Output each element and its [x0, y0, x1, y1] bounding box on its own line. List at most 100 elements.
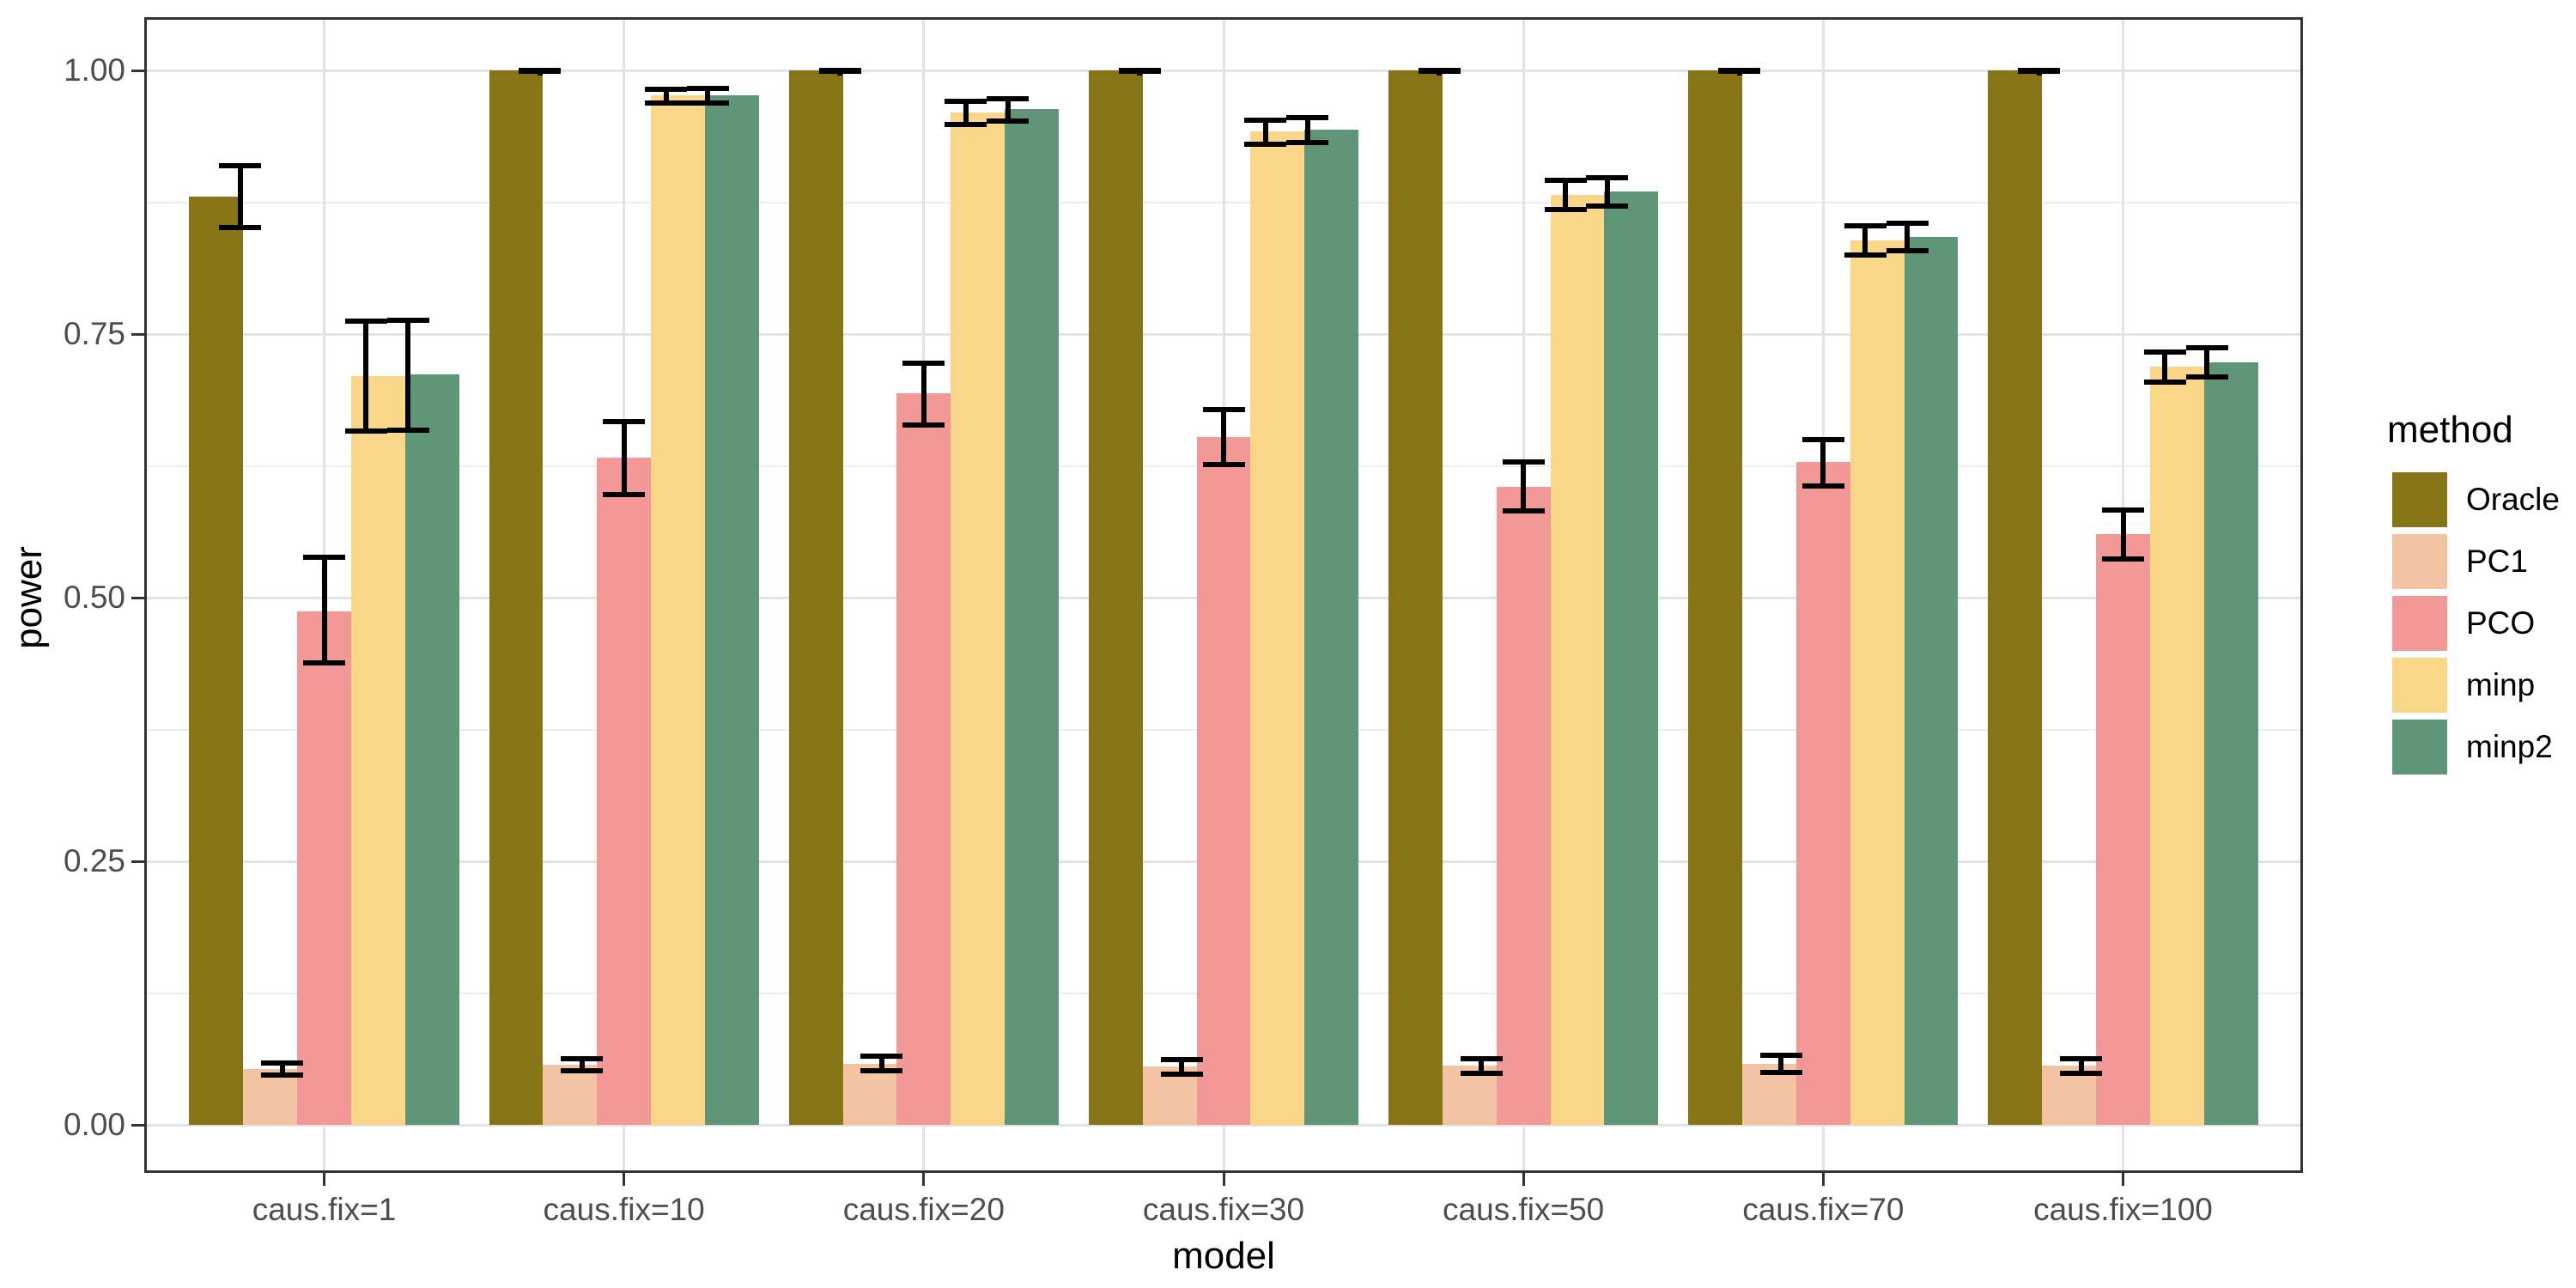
errorbar-caus.fix=70-PCO-cap-upper: [1801, 436, 1844, 442]
errorbar-caus.fix=70-PC1-cap-upper: [1759, 1052, 1802, 1058]
errorbar-caus.fix=1-PCO-cap-upper: [303, 555, 345, 561]
errorbar-caus.fix=20-PC1-cap-upper: [860, 1054, 903, 1060]
bar-caus.fix=70-minp2: [1904, 237, 1959, 1125]
bar-caus.fix=20-minp: [951, 112, 1005, 1125]
errorbar-caus.fix=30-PCO-cap-lower: [1202, 462, 1245, 468]
x-tick-label-caus.fix=100: caus.fix=100: [2033, 1192, 2213, 1227]
errorbar-caus.fix=70-minp2-cap-upper: [1886, 221, 1929, 227]
errorbar-caus.fix=10-PC1-cap-lower: [561, 1068, 604, 1074]
errorbar-caus.fix=50-PC1-line: [1479, 1058, 1485, 1073]
bar-caus.fix=70-minp: [1850, 240, 1905, 1125]
errorbar-caus.fix=100-minp-line: [2162, 351, 2168, 383]
errorbar-caus.fix=70-minp-cap-lower: [1844, 252, 1886, 258]
errorbar-caus.fix=50-minp-line: [1563, 179, 1569, 210]
errorbar-caus.fix=100-PCO-cap-lower: [2102, 556, 2144, 562]
legend-swatch-minp2: [2392, 720, 2447, 775]
bar-caus.fix=1-PC1: [243, 1068, 298, 1125]
legend-label-minp: minp: [2466, 667, 2536, 702]
legend-swatch-minp: [2392, 658, 2447, 713]
errorbar-caus.fix=70-Oracle-cap-lower: [1718, 69, 1761, 75]
bar-caus.fix=100-minp: [2149, 367, 2204, 1125]
legend-item-PCO: PCO: [2387, 596, 2572, 651]
bar-caus.fix=20-minp2: [1005, 109, 1059, 1125]
x-tick-mark-caus.fix=10: [623, 1173, 626, 1186]
errorbar-caus.fix=50-PCO-cap-lower: [1502, 508, 1545, 514]
errorbar-caus.fix=50-Oracle-cap-lower: [1418, 69, 1461, 75]
errorbar-caus.fix=10-Oracle-cap-lower: [519, 69, 562, 75]
errorbar-caus.fix=100-PC1-cap-upper: [2060, 1055, 2103, 1061]
x-tick-mark-caus.fix=20: [922, 1173, 926, 1186]
x-tick-label-caus.fix=1: caus.fix=1: [252, 1192, 397, 1227]
errorbar-caus.fix=100-minp-cap-lower: [2143, 380, 2186, 386]
bar-caus.fix=1-PCO: [297, 611, 351, 1125]
errorbar-caus.fix=50-PC1-cap-upper: [1460, 1055, 1503, 1061]
errorbar-caus.fix=1-minp-cap-lower: [344, 428, 387, 434]
errorbar-caus.fix=1-PC1-line: [279, 1062, 285, 1076]
legend-item-Oracle: Oracle: [2387, 472, 2572, 527]
y-tick-label-0.50: 0.50: [63, 580, 125, 615]
errorbar-caus.fix=10-minp-cap-lower: [645, 100, 688, 106]
errorbar-caus.fix=30-PC1-cap-lower: [1160, 1072, 1203, 1078]
errorbar-caus.fix=1-PC1-cap-lower: [261, 1072, 304, 1078]
errorbar-caus.fix=30-PC1-line: [1179, 1059, 1185, 1075]
errorbar-caus.fix=10-minp2-cap-upper: [686, 85, 729, 91]
errorbar-caus.fix=1-PCO-line: [321, 557, 327, 664]
errorbar-caus.fix=70-PCO-cap-lower: [1801, 483, 1844, 489]
y-tick-label-0.25: 0.25: [63, 843, 125, 878]
legend-label-Oracle: Oracle: [2466, 482, 2560, 517]
bar-caus.fix=1-minp2: [404, 374, 459, 1125]
bar-caus.fix=1-Oracle: [189, 197, 244, 1125]
legend-label-minp2: minp2: [2466, 729, 2553, 764]
bar-caus.fix=10-minp: [651, 95, 705, 1125]
errorbar-caus.fix=10-PCO-line: [621, 421, 627, 495]
errorbar-caus.fix=30-minp-cap-upper: [1244, 117, 1287, 123]
bar-caus.fix=20-PCO: [896, 392, 951, 1125]
x-axis-title: model: [1172, 1235, 1275, 1277]
errorbar-caus.fix=1-minp2-cap-lower: [386, 427, 429, 433]
errorbar-caus.fix=70-PC1-line: [1778, 1054, 1784, 1072]
y-tick-mark-1.00: [131, 69, 144, 72]
errorbar-caus.fix=20-PC1-cap-lower: [860, 1068, 903, 1074]
errorbar-caus.fix=100-minp-cap-upper: [2143, 349, 2186, 355]
legend-label-PCO: PCO: [2466, 605, 2536, 641]
errorbar-caus.fix=20-minp-cap-upper: [945, 98, 987, 104]
errorbar-caus.fix=70-PCO-line: [1820, 439, 1826, 486]
errorbar-caus.fix=30-Oracle-cap-lower: [1118, 69, 1161, 75]
legend-title: method: [2387, 409, 2513, 451]
y-tick-label-1.00: 1.00: [63, 52, 125, 88]
y-tick-mark-0.00: [131, 1123, 144, 1127]
errorbar-caus.fix=10-minp-line: [663, 89, 669, 104]
errorbar-caus.fix=30-PC1-cap-upper: [1160, 1056, 1203, 1062]
bar-caus.fix=20-PC1: [842, 1063, 897, 1125]
errorbar-caus.fix=100-minp2-cap-lower: [2185, 374, 2228, 380]
bar-caus.fix=70-PCO: [1795, 461, 1850, 1125]
errorbar-caus.fix=100-minp2-line: [2204, 347, 2210, 378]
bar-caus.fix=50-PCO: [1496, 487, 1551, 1125]
errorbar-caus.fix=30-PCO-line: [1221, 410, 1226, 465]
errorbar-caus.fix=20-minp-line: [963, 100, 969, 125]
errorbar-caus.fix=30-minp2-cap-upper: [1286, 115, 1329, 121]
errorbar-caus.fix=10-minp2-line: [705, 88, 711, 104]
errorbar-caus.fix=20-PC1-line: [878, 1056, 884, 1072]
gridline-major-y-1: [147, 69, 2300, 72]
errorbar-caus.fix=70-minp-line: [1862, 225, 1868, 255]
errorbar-caus.fix=1-PC1-cap-upper: [261, 1060, 304, 1066]
errorbar-caus.fix=70-PC1-cap-lower: [1759, 1069, 1802, 1075]
legend-item-minp: minp: [2387, 658, 2572, 713]
bar-caus.fix=100-Oracle: [1988, 70, 2043, 1125]
bar-caus.fix=50-minp2: [1604, 191, 1659, 1125]
errorbar-caus.fix=50-PCO-line: [1521, 461, 1527, 512]
errorbar-caus.fix=10-PCO-cap-lower: [603, 491, 646, 497]
errorbar-caus.fix=50-PCO-cap-upper: [1502, 459, 1545, 465]
errorbar-caus.fix=20-minp2-cap-upper: [987, 96, 1030, 102]
bar-caus.fix=100-minp2: [2203, 362, 2258, 1125]
x-tick-label-caus.fix=70: caus.fix=70: [1742, 1192, 1905, 1227]
legend-label-PC1: PC1: [2466, 544, 2528, 579]
bar-caus.fix=30-minp2: [1304, 129, 1359, 1125]
errorbar-caus.fix=20-PCO-cap-upper: [902, 361, 945, 367]
x-tick-label-caus.fix=50: caus.fix=50: [1443, 1192, 1605, 1227]
errorbar-caus.fix=100-PC1-cap-lower: [2060, 1070, 2103, 1076]
errorbar-caus.fix=10-PCO-cap-upper: [603, 418, 646, 424]
legend: method Oracle PC1 PCO minp minp2: [2387, 409, 2572, 781]
errorbar-caus.fix=50-minp-cap-lower: [1544, 207, 1587, 213]
